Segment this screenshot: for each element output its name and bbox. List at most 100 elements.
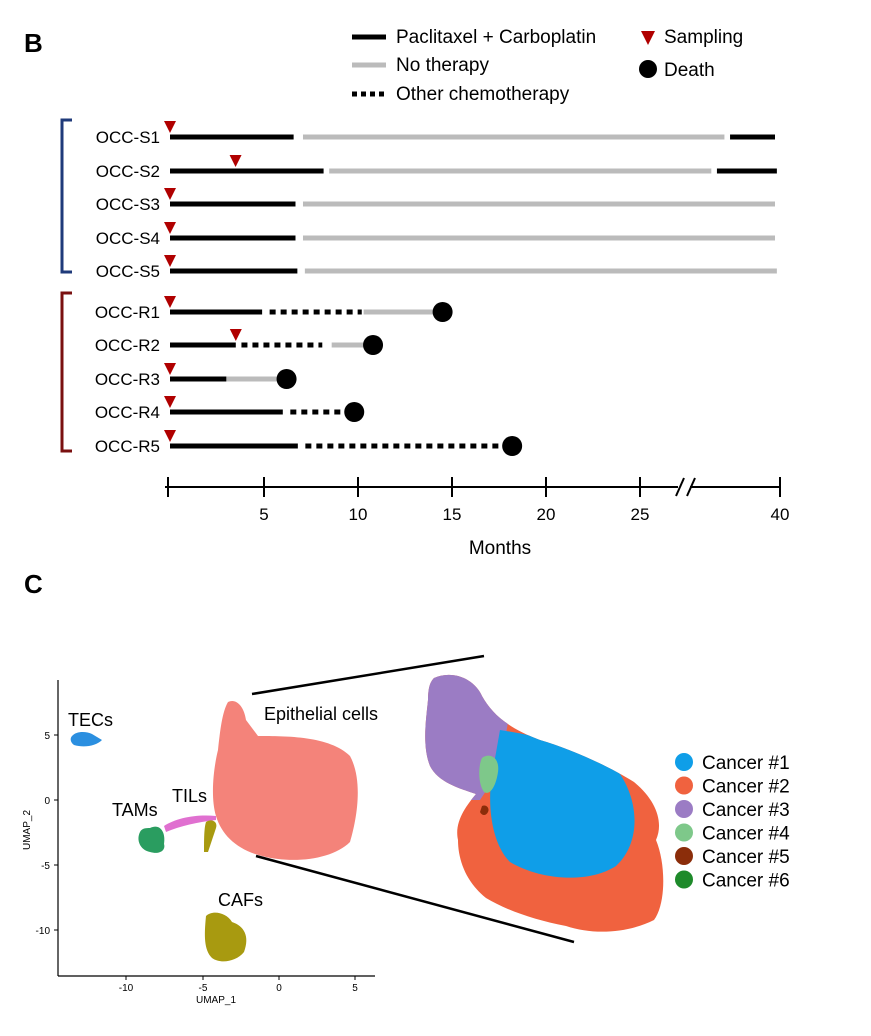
death-marker-icon (502, 436, 523, 456)
tils-label: TILs (172, 786, 207, 806)
sampling-marker-icon (229, 329, 242, 341)
patient-label: OCC-R3 (95, 370, 160, 389)
legend-label-cancer-4: Cancer #4 (702, 824, 790, 845)
axis-break-mark-2 (686, 477, 696, 497)
umap-x-axis-title: UMAP_1 (196, 995, 236, 1006)
tils-cluster-fragment (204, 820, 217, 852)
patient-label: OCC-S3 (96, 195, 160, 214)
tils-cluster (164, 815, 216, 832)
patient-row-occ-r5: OCC-R5 (95, 430, 523, 456)
legend-label-cancer-3: Cancer #3 (702, 800, 790, 821)
legend-swatch-cancer-1 (675, 753, 693, 771)
umap-clusters (70, 700, 358, 962)
y-tick-label: -10 (36, 926, 51, 937)
zoom-connector-bottom (255, 854, 575, 944)
sampling-marker-icon (164, 430, 176, 442)
timeline-x-axis: 5 10 15 20 25 40 Months (165, 477, 789, 559)
patient-row-occ-r3: OCC-R3 (95, 363, 297, 389)
zoom-connector-top (251, 654, 485, 696)
cafs-label: CAFs (218, 890, 263, 910)
sampling-marker-icon (229, 155, 242, 167)
legend-other-chemo-label: Other chemotherapy (396, 84, 570, 105)
resistant-group-bracket (60, 291, 72, 453)
sampling-marker-icon (164, 188, 176, 200)
umap-y-axis-title: UMAP_2 (22, 810, 33, 850)
x-tick-label: 40 (771, 505, 790, 524)
cancer-1-region (490, 730, 635, 878)
panel-b-label: B (24, 28, 43, 58)
sampling-marker-icon (164, 296, 176, 308)
timeline-rows: OCC-S1 OCC-S2 OCC-S3 OCC-S4 OCC-S5 OCC-R1 OCC-… (95, 121, 777, 456)
legend-swatch-cancer-3 (675, 800, 693, 818)
umap-x-ticks: -10 -5 0 5 (119, 976, 358, 994)
patient-row-occ-s3: OCC-S3 (96, 188, 775, 214)
patient-label: OCC-S4 (96, 229, 160, 248)
epithelial-label: Epithelial cells (264, 704, 378, 724)
legend-swatch-cancer-6 (675, 870, 693, 889)
cafs-cluster (204, 912, 247, 962)
x-tick-label: -5 (199, 983, 208, 994)
sampling-marker-icon (164, 222, 176, 234)
umap-y-ticks: 5 0 -5 -10 (36, 731, 58, 937)
sampling-marker-icon (164, 255, 176, 267)
sampling-marker-icon (164, 363, 176, 375)
epithelial-cluster (212, 700, 358, 860)
x-tick-label: 20 (537, 505, 556, 524)
death-marker-icon (363, 335, 384, 355)
patient-label: OCC-S5 (96, 262, 160, 281)
legend-death-label: Death (664, 60, 715, 81)
legend-sampling-label: Sampling (664, 27, 743, 48)
x-tick-label: 25 (631, 505, 650, 524)
legend-label-cancer-1: Cancer #1 (702, 753, 790, 774)
sampling-marker-icon (164, 121, 176, 133)
x-axis-title: Months (469, 538, 531, 559)
timeline-legend: Paclitaxel + Carboplatin No therapy Othe… (352, 27, 743, 105)
epithelial-zoom-umap (425, 674, 664, 932)
x-tick-label: 0 (276, 983, 282, 994)
legend-sampling-triangle-icon (641, 31, 655, 45)
death-marker-icon (276, 369, 297, 389)
legend-label-cancer-2: Cancer #2 (702, 777, 790, 798)
cancer-5-region (480, 805, 489, 815)
sensitive-group-bracket (60, 118, 72, 274)
death-marker-icon (432, 302, 453, 322)
patient-label: OCC-R5 (95, 437, 160, 456)
tecs-cluster (70, 731, 102, 747)
patient-label: OCC-R4 (95, 403, 160, 422)
x-tick-label: -10 (119, 983, 134, 994)
y-tick-label: -5 (41, 861, 50, 872)
legend-swatch-cancer-2 (675, 776, 693, 795)
cancer-4-region (479, 755, 499, 793)
patient-row-occ-s4: OCC-S4 (96, 222, 775, 248)
patient-row-occ-r4: OCC-R4 (95, 396, 365, 422)
legend-no-therapy-label: No therapy (396, 55, 489, 76)
panel-c-label: C (24, 569, 43, 599)
patient-row-occ-r2: OCC-R2 (95, 329, 384, 355)
patient-label: OCC-R2 (95, 336, 160, 355)
tams-cluster (138, 826, 165, 853)
panel-b-timeline-chart: B Paclitaxel + Carboplatin No therapy Ot… (24, 27, 789, 559)
axis-break-mark-1 (675, 477, 685, 497)
death-marker-icon (344, 402, 365, 422)
legend-death-circle-icon (639, 60, 657, 78)
tams-label: TAMs (112, 800, 158, 820)
legend-label-cancer-5: Cancer #5 (702, 847, 790, 868)
legend-paclitaxel-label: Paclitaxel + Carboplatin (396, 27, 596, 48)
patient-label: OCC-S2 (96, 162, 160, 181)
legend-swatch-cancer-4 (675, 823, 693, 842)
patient-row-occ-s5: OCC-S5 (96, 255, 777, 281)
x-tick-label: 15 (443, 505, 462, 524)
sampling-marker-icon (164, 396, 176, 408)
legend-label-cancer-6: Cancer #6 (702, 871, 790, 892)
y-tick-label: 5 (44, 731, 50, 742)
umap-axes: 5 0 -5 -10 -10 -5 0 5 UMAP_1 UMAP_2 (22, 680, 375, 1006)
x-tick-label: 10 (349, 505, 368, 524)
x-tick-label: 5 (352, 983, 358, 994)
patient-row-occ-s1: OCC-S1 (96, 121, 775, 147)
legend-swatch-cancer-5 (675, 847, 693, 865)
panel-c-umap-figure: C 5 0 -5 -10 -10 -5 0 5 UMAP_1 UMAP_2 (22, 569, 790, 1006)
patient-row-occ-s2: OCC-S2 (96, 155, 777, 181)
x-ticks: 5 10 15 20 25 40 (167, 477, 790, 524)
tecs-label: TECs (68, 710, 113, 730)
